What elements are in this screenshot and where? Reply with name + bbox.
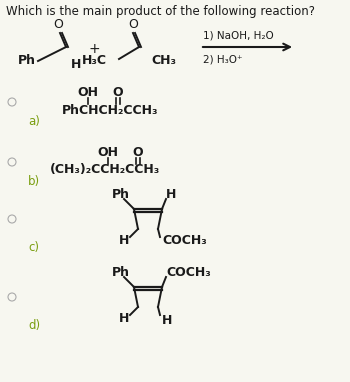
Text: O: O bbox=[133, 146, 143, 159]
Text: COCH₃: COCH₃ bbox=[162, 235, 207, 248]
Text: O: O bbox=[53, 18, 63, 31]
Text: Ph: Ph bbox=[112, 188, 130, 201]
Text: O: O bbox=[113, 86, 123, 99]
Text: a): a) bbox=[28, 115, 40, 128]
Text: COCH₃: COCH₃ bbox=[166, 267, 211, 280]
Text: PhCHCH₂CCH₃: PhCHCH₂CCH₃ bbox=[62, 104, 159, 117]
Text: Ph: Ph bbox=[112, 267, 130, 280]
Text: H: H bbox=[71, 58, 81, 71]
Text: Which is the main product of the following reaction?: Which is the main product of the followi… bbox=[6, 5, 315, 18]
Text: +: + bbox=[88, 42, 100, 56]
Text: d): d) bbox=[28, 319, 40, 332]
Text: 2) H₃O⁺: 2) H₃O⁺ bbox=[203, 54, 243, 64]
Text: H: H bbox=[166, 188, 176, 201]
Text: b): b) bbox=[28, 175, 40, 188]
Text: H₃C: H₃C bbox=[82, 55, 107, 68]
Text: H: H bbox=[119, 312, 129, 325]
Text: O: O bbox=[128, 18, 138, 31]
Text: OH: OH bbox=[98, 146, 119, 159]
Text: c): c) bbox=[28, 241, 39, 254]
Text: OH: OH bbox=[77, 86, 98, 99]
Text: H: H bbox=[162, 314, 172, 327]
Text: (CH₃)₂CCH₂CCH₃: (CH₃)₂CCH₂CCH₃ bbox=[50, 163, 160, 176]
Text: CH₃: CH₃ bbox=[151, 55, 176, 68]
Text: Ph: Ph bbox=[18, 55, 36, 68]
Text: H: H bbox=[119, 235, 129, 248]
Text: 1) NaOH, H₂O: 1) NaOH, H₂O bbox=[203, 30, 274, 40]
